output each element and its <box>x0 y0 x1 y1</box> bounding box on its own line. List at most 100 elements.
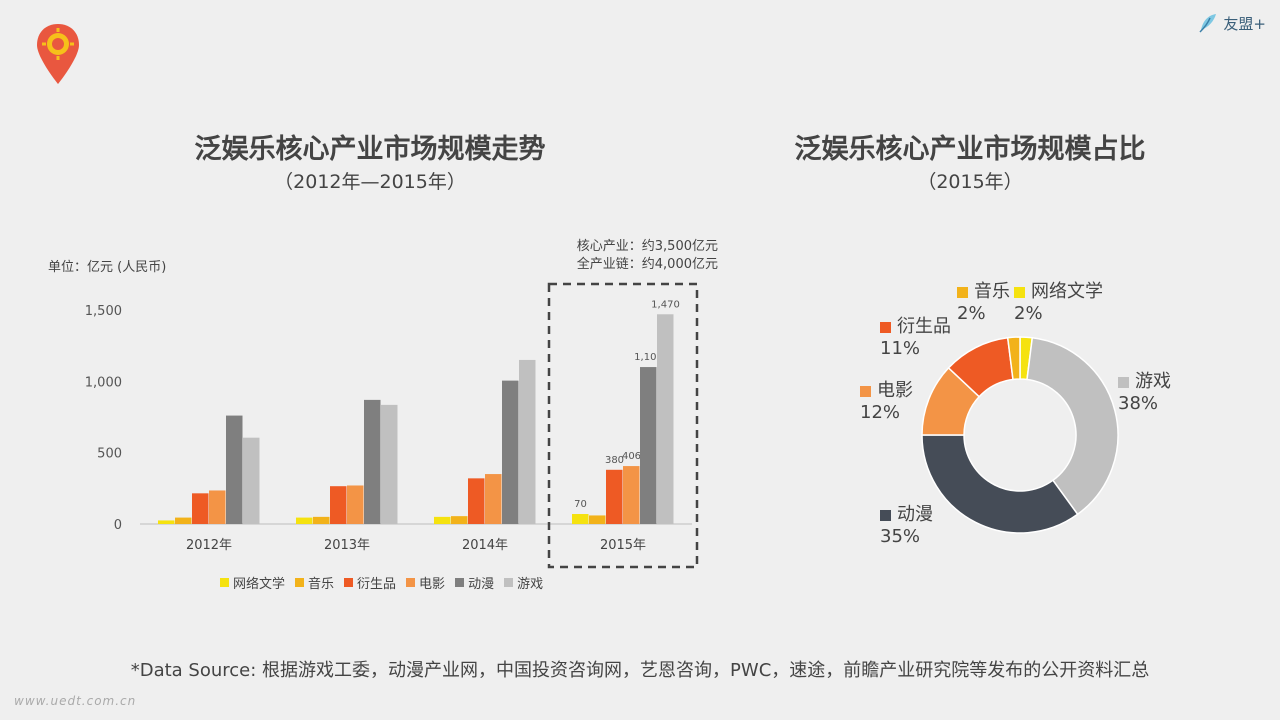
legend-item: 网络文学 <box>220 573 285 592</box>
donut-label: 衍生品 11% <box>880 316 951 360</box>
bar-data-label: 380 <box>605 455 624 466</box>
bar-2013年-动漫 <box>364 399 381 524</box>
bar-data-label: 406 <box>622 451 641 462</box>
donut-label-value: 11% <box>880 338 921 359</box>
bar-2014年-电影 <box>485 474 502 524</box>
donut-label: 游戏 38% <box>1118 371 1171 415</box>
unit-label: 单位：亿元 (人民币) <box>48 260 167 275</box>
total-note-chain: 全产业链：约4,000亿元 <box>576 257 718 272</box>
donut-chart-title: 泛娱乐核心产业市场规模占比 <box>794 134 1146 165</box>
x-tick-label: 2012年 <box>186 538 232 553</box>
bar-2013年-衍生品 <box>330 486 347 524</box>
donut-slice-游戏 <box>1026 336 1119 516</box>
legend-item: 衍生品 <box>344 573 396 592</box>
donut-label-value: 2% <box>1014 303 1043 324</box>
watermark: www.uedt.com.cn <box>14 694 137 708</box>
bar-2015年-网络文学 <box>572 514 589 524</box>
bar-chart-subtitle: （2012年—2015年） <box>274 171 466 193</box>
bar-2013年-电影 <box>347 485 364 524</box>
bar-2014年-网络文学 <box>434 516 451 524</box>
legend-swatch <box>406 578 416 587</box>
donut-label-swatch <box>880 321 891 333</box>
logo-pin-icon <box>37 24 79 84</box>
bar-2012年-衍生品 <box>192 493 209 524</box>
donut-chart-subtitle: （2015年） <box>917 171 1023 193</box>
donut-slice-动漫 <box>921 434 1079 534</box>
donut-label-value: 38% <box>1118 393 1159 414</box>
x-tick-label: 2014年 <box>462 538 508 553</box>
highlight-box-2015 <box>547 282 699 569</box>
data-source-note: *Data Source: 根据游戏工委，动漫产业网，中国投资咨询网，艺恩咨询，… <box>130 660 1150 681</box>
bar-2012年-网络文学 <box>158 520 175 524</box>
legend-item: 游戏 <box>504 573 543 592</box>
brand-name: 友盟+ <box>1223 14 1266 33</box>
bar-data-label: 1,100 <box>634 352 663 363</box>
donut-label-value: 12% <box>860 402 901 423</box>
donut-label-swatch <box>1014 286 1025 298</box>
brand-leaf-icon <box>1199 14 1217 33</box>
y-tick-label: 0 <box>114 518 122 533</box>
brand-logo: 友盟+ <box>1197 12 1266 34</box>
donut-label-swatch <box>957 286 968 298</box>
y-tick-label: 1,500 <box>85 304 122 319</box>
bar-2014年-动漫 <box>502 380 519 524</box>
donut-label: 音乐 2% <box>957 281 1010 325</box>
bar-2014年-游戏 <box>519 359 536 524</box>
donut-label: 动漫 35% <box>880 504 933 548</box>
bar-2015年-动漫 <box>640 367 657 524</box>
bar-2015年-游戏 <box>657 314 674 524</box>
y-tick-label: 1,000 <box>85 375 122 390</box>
bar-chart-title: 泛娱乐核心产业市场规模走势 <box>194 134 546 165</box>
donut-label-name: 衍生品 <box>897 316 951 337</box>
donut-label: 网络文学 2% <box>1014 281 1103 325</box>
y-tick-label: 500 <box>97 447 122 462</box>
donut-label-value: 2% <box>957 303 986 324</box>
legend-item: 电影 <box>406 573 445 592</box>
legend-label: 音乐 <box>308 577 335 592</box>
legend-swatch <box>295 578 305 587</box>
legend-item: 动漫 <box>455 573 494 592</box>
donut-label-swatch <box>880 509 891 521</box>
legend-swatch <box>344 578 354 587</box>
bar-2014年-衍生品 <box>468 478 485 524</box>
donut-label-name: 动漫 <box>897 504 933 525</box>
x-tick-label: 2015年 <box>600 538 646 553</box>
legend-label: 电影 <box>419 577 446 592</box>
bar-chart-legend: 网络文学 音乐 衍生品 电影 动漫 游戏 <box>220 573 553 592</box>
legend-label: 衍生品 <box>357 577 397 592</box>
bar-2013年-网络文学 <box>296 517 313 524</box>
bar-2015年-衍生品 <box>606 469 623 524</box>
legend-swatch <box>220 578 229 587</box>
legend-label: 网络文学 <box>233 577 286 592</box>
bar-2012年-动漫 <box>226 415 243 524</box>
bar-2015年-电影 <box>623 466 640 524</box>
bar-data-label: 1,470 <box>651 299 680 310</box>
donut-label-value: 35% <box>880 526 921 547</box>
bar-2015年-音乐 <box>589 515 606 524</box>
bar-2012年-电影 <box>209 490 226 524</box>
donut-label: 电影 12% <box>860 380 913 424</box>
total-note: 核心产业：约3,500亿元 全产业链：约4,000亿元 <box>520 238 718 274</box>
bar-data-label: 70 <box>574 499 587 510</box>
donut-label-swatch <box>1118 376 1129 388</box>
legend-item: 音乐 <box>295 573 334 592</box>
bar-2014年-音乐 <box>451 516 468 524</box>
donut-label-swatch <box>860 385 871 397</box>
bar-2013年-音乐 <box>313 516 330 524</box>
legend-label: 游戏 <box>517 577 544 592</box>
donut-label-name: 游戏 <box>1135 371 1171 392</box>
donut-chart <box>921 336 1119 534</box>
donut-label-name: 电影 <box>877 380 913 401</box>
bar-2013年-游戏 <box>381 404 398 524</box>
legend-swatch <box>455 578 465 587</box>
donut-label-name: 音乐 <box>974 281 1010 302</box>
total-note-core: 核心产业：约3,500亿元 <box>576 239 718 254</box>
legend-swatch <box>504 578 514 587</box>
bar-2012年-游戏 <box>243 437 260 524</box>
legend-label: 动漫 <box>468 577 495 592</box>
x-tick-label: 2013年 <box>324 538 370 553</box>
donut-label-name: 网络文学 <box>1031 281 1103 302</box>
donut-slice-音乐 <box>1006 336 1021 381</box>
bar-2012年-音乐 <box>175 517 192 524</box>
